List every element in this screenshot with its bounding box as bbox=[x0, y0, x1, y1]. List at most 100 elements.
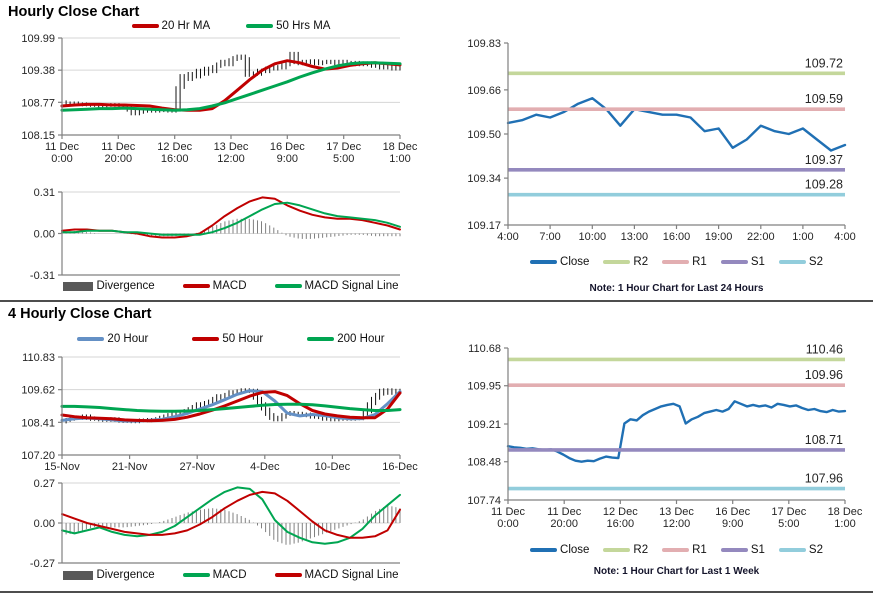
legend-item: R1 bbox=[662, 544, 707, 556]
level-label-S2: 109.28 bbox=[805, 178, 843, 192]
svg-text:0.00: 0.00 bbox=[34, 518, 55, 530]
level-label-R2: 110.46 bbox=[806, 342, 843, 356]
svg-text:109.95: 109.95 bbox=[467, 381, 501, 393]
legend-item: R2 bbox=[603, 256, 648, 268]
svg-text:19:00: 19:00 bbox=[705, 231, 733, 243]
svg-text:108.41: 108.41 bbox=[21, 417, 55, 429]
legend-item: 20 Hr MA bbox=[131, 20, 211, 32]
legend-label: 20 Hr MA bbox=[161, 20, 211, 32]
svg-text:4:00: 4:00 bbox=[834, 231, 855, 243]
legend-label: MACD bbox=[212, 569, 247, 581]
legend-label: R2 bbox=[633, 544, 649, 556]
svg-text:10-Dec: 10-Dec bbox=[315, 461, 351, 473]
level-label-R1: 109.59 bbox=[805, 92, 843, 106]
svg-text:22:00: 22:00 bbox=[747, 231, 775, 243]
fourh-price-legend: 20 Hour 50 Hour 200 Hour bbox=[62, 333, 400, 345]
legend-line-swatch-icon bbox=[662, 260, 690, 264]
legend-label: Divergence bbox=[96, 569, 155, 581]
svg-text:4-Dec: 4-Dec bbox=[250, 461, 280, 473]
svg-text:-0.27: -0.27 bbox=[30, 558, 55, 569]
legend-bar-swatch-icon bbox=[63, 570, 94, 580]
svg-text:27-Nov: 27-Nov bbox=[179, 461, 215, 473]
svg-text:108.77: 108.77 bbox=[21, 97, 55, 109]
section-divider-bottom bbox=[0, 591, 873, 593]
legend-item: MACD bbox=[182, 280, 247, 292]
level-label-R2: 109.72 bbox=[805, 56, 843, 70]
legend-label: S2 bbox=[808, 256, 823, 268]
legend-line-swatch-icon bbox=[778, 548, 806, 552]
svg-text:109.38: 109.38 bbox=[21, 65, 55, 77]
legend-label: 50 Hrs MA bbox=[276, 20, 331, 32]
legend-item: 200 Hour bbox=[307, 333, 385, 345]
legend-line-swatch-icon bbox=[274, 573, 302, 577]
legend-label: R1 bbox=[692, 544, 707, 556]
svg-text:0.31: 0.31 bbox=[34, 187, 55, 199]
legend-item: Close bbox=[530, 544, 589, 556]
legend-line-swatch-icon bbox=[662, 548, 690, 552]
legend-line-swatch-icon bbox=[192, 337, 220, 341]
fourh-macd-legend: Divergence MACD MACD Signal Line bbox=[62, 569, 400, 581]
legend-line-swatch-icon bbox=[246, 24, 274, 28]
legend-line-swatch-icon bbox=[182, 573, 210, 577]
legend-item: S2 bbox=[778, 544, 823, 556]
legend-line-swatch-icon bbox=[603, 548, 631, 552]
svg-text:109.21: 109.21 bbox=[467, 419, 501, 431]
svg-text:109.83: 109.83 bbox=[467, 38, 501, 50]
legend-bar-swatch-icon bbox=[63, 281, 94, 291]
legend-item: Divergence bbox=[63, 569, 155, 581]
svg-text:1:00: 1:00 bbox=[792, 231, 813, 243]
legend-label: MACD bbox=[212, 280, 247, 292]
legend-item: 50 Hrs MA bbox=[246, 20, 330, 32]
hourly-macd-chart: 0.31 0.00 -0.31 bbox=[30, 187, 401, 280]
legend-line-swatch-icon bbox=[603, 260, 631, 264]
svg-text:109.99: 109.99 bbox=[21, 34, 55, 45]
level-label-S1: 108.71 bbox=[805, 433, 843, 447]
legend-line-swatch-icon bbox=[530, 260, 558, 264]
legend-line-swatch-icon bbox=[131, 24, 159, 28]
weekly-levels-note: Note: 1 Hour Chart for Last 1 Week bbox=[593, 566, 760, 577]
svg-text:16:00: 16:00 bbox=[663, 231, 691, 243]
section-title-hourly: Hourly Close Chart bbox=[8, 4, 140, 20]
svg-text:109.62: 109.62 bbox=[21, 385, 55, 397]
hourly-levels-chart: 109.72 109.59 109.37 109.28 109.83 109.66 109.… bbox=[467, 38, 855, 243]
svg-text:109.66: 109.66 bbox=[467, 85, 501, 97]
svg-text:-0.31: -0.31 bbox=[30, 270, 55, 280]
svg-text:109.34: 109.34 bbox=[467, 173, 501, 185]
level-label-R1: 109.96 bbox=[805, 368, 843, 382]
legend-line-swatch-icon bbox=[720, 260, 748, 264]
svg-text:15-Nov: 15-Nov bbox=[44, 461, 80, 473]
weekly-levels-legend: Close R2 R1 S1 S2 bbox=[508, 544, 845, 556]
svg-text:108.15: 108.15 bbox=[21, 130, 55, 142]
section-title-4hourly: 4 Hourly Close Chart bbox=[8, 306, 152, 322]
svg-text:108.48: 108.48 bbox=[467, 457, 501, 469]
svg-text:110.68: 110.68 bbox=[468, 343, 501, 355]
legend-item: Close bbox=[530, 256, 589, 268]
legend-label: MACD Signal Line bbox=[304, 280, 399, 292]
svg-text:107.20: 107.20 bbox=[21, 450, 55, 462]
legend-item: 50 Hour bbox=[192, 333, 263, 345]
legend-label: 200 Hour bbox=[337, 333, 385, 345]
svg-text:109.17: 109.17 bbox=[467, 220, 501, 232]
legend-line-swatch-icon bbox=[307, 337, 335, 341]
legend-label: Close bbox=[560, 256, 590, 268]
section-divider-top bbox=[0, 300, 873, 302]
level-label-S2: 107.96 bbox=[805, 472, 843, 486]
legend-item: R2 bbox=[603, 544, 648, 556]
hourly-levels-note: Note: 1 Hour Chart for Last 24 Hours bbox=[589, 283, 764, 294]
level-label-S1: 109.37 bbox=[805, 153, 843, 167]
svg-text:0.00: 0.00 bbox=[34, 229, 55, 241]
weekly-levels-chart: 110.46 109.96 108.71 107.96 110.68 109.95 109.… bbox=[467, 342, 863, 530]
legend-label: R2 bbox=[633, 256, 649, 268]
legend-item: MACD Signal Line bbox=[274, 569, 399, 581]
